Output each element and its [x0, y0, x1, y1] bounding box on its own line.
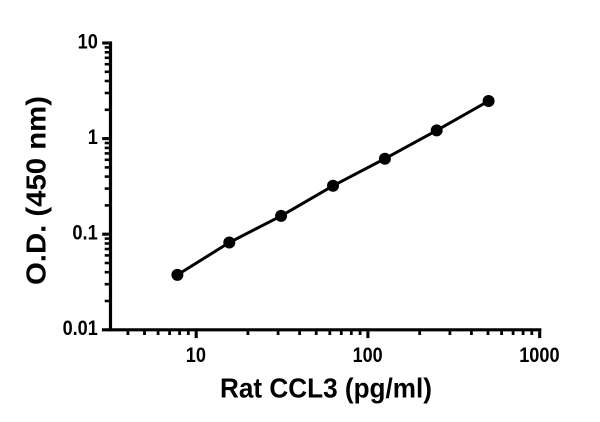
svg-text:0.01: 0.01 — [63, 317, 98, 340]
svg-text:100: 100 — [353, 344, 383, 367]
svg-text:10: 10 — [186, 344, 206, 367]
svg-text:10: 10 — [78, 30, 98, 53]
svg-text:0.1: 0.1 — [72, 222, 98, 245]
svg-text:Rat CCL3 (pg/ml): Rat CCL3 (pg/ml) — [220, 373, 432, 404]
svg-text:1000: 1000 — [519, 344, 559, 367]
svg-text:O.D. (450 nm): O.D. (450 nm) — [20, 96, 51, 285]
svg-text:1: 1 — [88, 126, 98, 149]
